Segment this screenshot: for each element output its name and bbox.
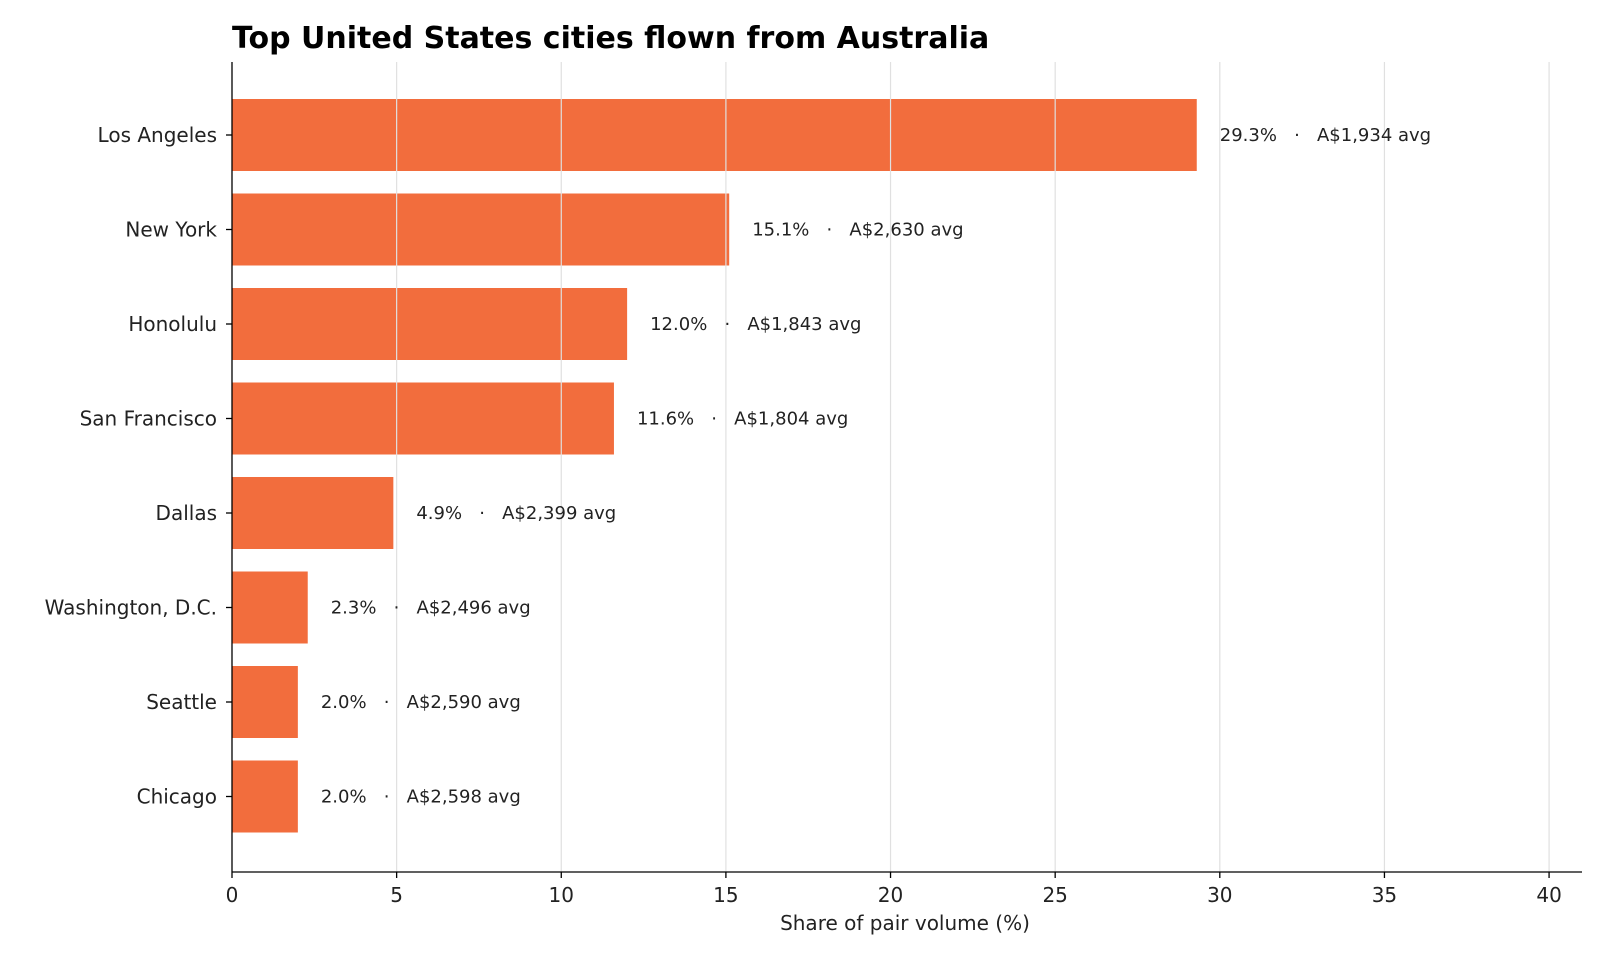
bar-5 (232, 571, 308, 644)
bar-3 (232, 382, 614, 455)
x-tick-label-3: 15 (713, 883, 738, 907)
bar-0 (232, 99, 1197, 171)
x-tick-label-6: 30 (1207, 883, 1232, 907)
data-label-1: 15.1% · A$2,630 avg (752, 220, 963, 241)
x-tick-label-1: 5 (390, 883, 403, 907)
axes: Los Angeles New York Honolulu San Francisco… (45, 62, 1582, 907)
bar-1 (232, 193, 730, 266)
bar-2 (232, 288, 628, 360)
bars (232, 99, 1197, 833)
x-tick-label-0: 0 (226, 883, 239, 907)
data-label-3: 11.6% · A$1,804 avg (637, 409, 848, 430)
category-label-0: Los Angeles (98, 123, 217, 147)
bar-7 (232, 760, 298, 833)
gridlines (396, 62, 1550, 872)
bar-4 (232, 477, 394, 549)
x-tick-label-7: 35 (1372, 883, 1397, 907)
category-label-7: Chicago (137, 785, 217, 809)
x-axis-label: Share of pair volume (%) (780, 911, 1030, 935)
data-label-6: 2.0% · A$2,590 avg (321, 692, 521, 713)
data-label-2: 12.0% · A$1,843 avg (650, 314, 861, 335)
data-labels: 29.3% · A$1,934 avg 15.1% · A$2,630 avg 12… (321, 125, 1431, 808)
chart-title: Top United States cities flown from Aust… (232, 21, 989, 56)
category-label-4: Dallas (156, 501, 217, 525)
data-label-5: 2.3% · A$2,496 avg (331, 598, 531, 619)
x-tick-label-5: 25 (1042, 883, 1067, 907)
category-label-5: Washington, D.C. (45, 596, 217, 620)
data-label-7: 2.0% · A$2,598 avg (321, 787, 521, 808)
category-label-1: New York (125, 218, 217, 242)
x-tick-label-2: 10 (549, 883, 574, 907)
category-label-3: San Francisco (80, 407, 217, 431)
category-label-2: Honolulu (128, 312, 217, 336)
data-label-0: 29.3% · A$1,934 avg (1220, 125, 1431, 146)
data-label-4: 4.9% · A$2,399 avg (416, 503, 616, 524)
category-label-6: Seattle (146, 690, 217, 714)
bar-6 (232, 666, 298, 738)
x-tick-label-8: 40 (1536, 883, 1561, 907)
x-tick-label-4: 20 (878, 883, 903, 907)
